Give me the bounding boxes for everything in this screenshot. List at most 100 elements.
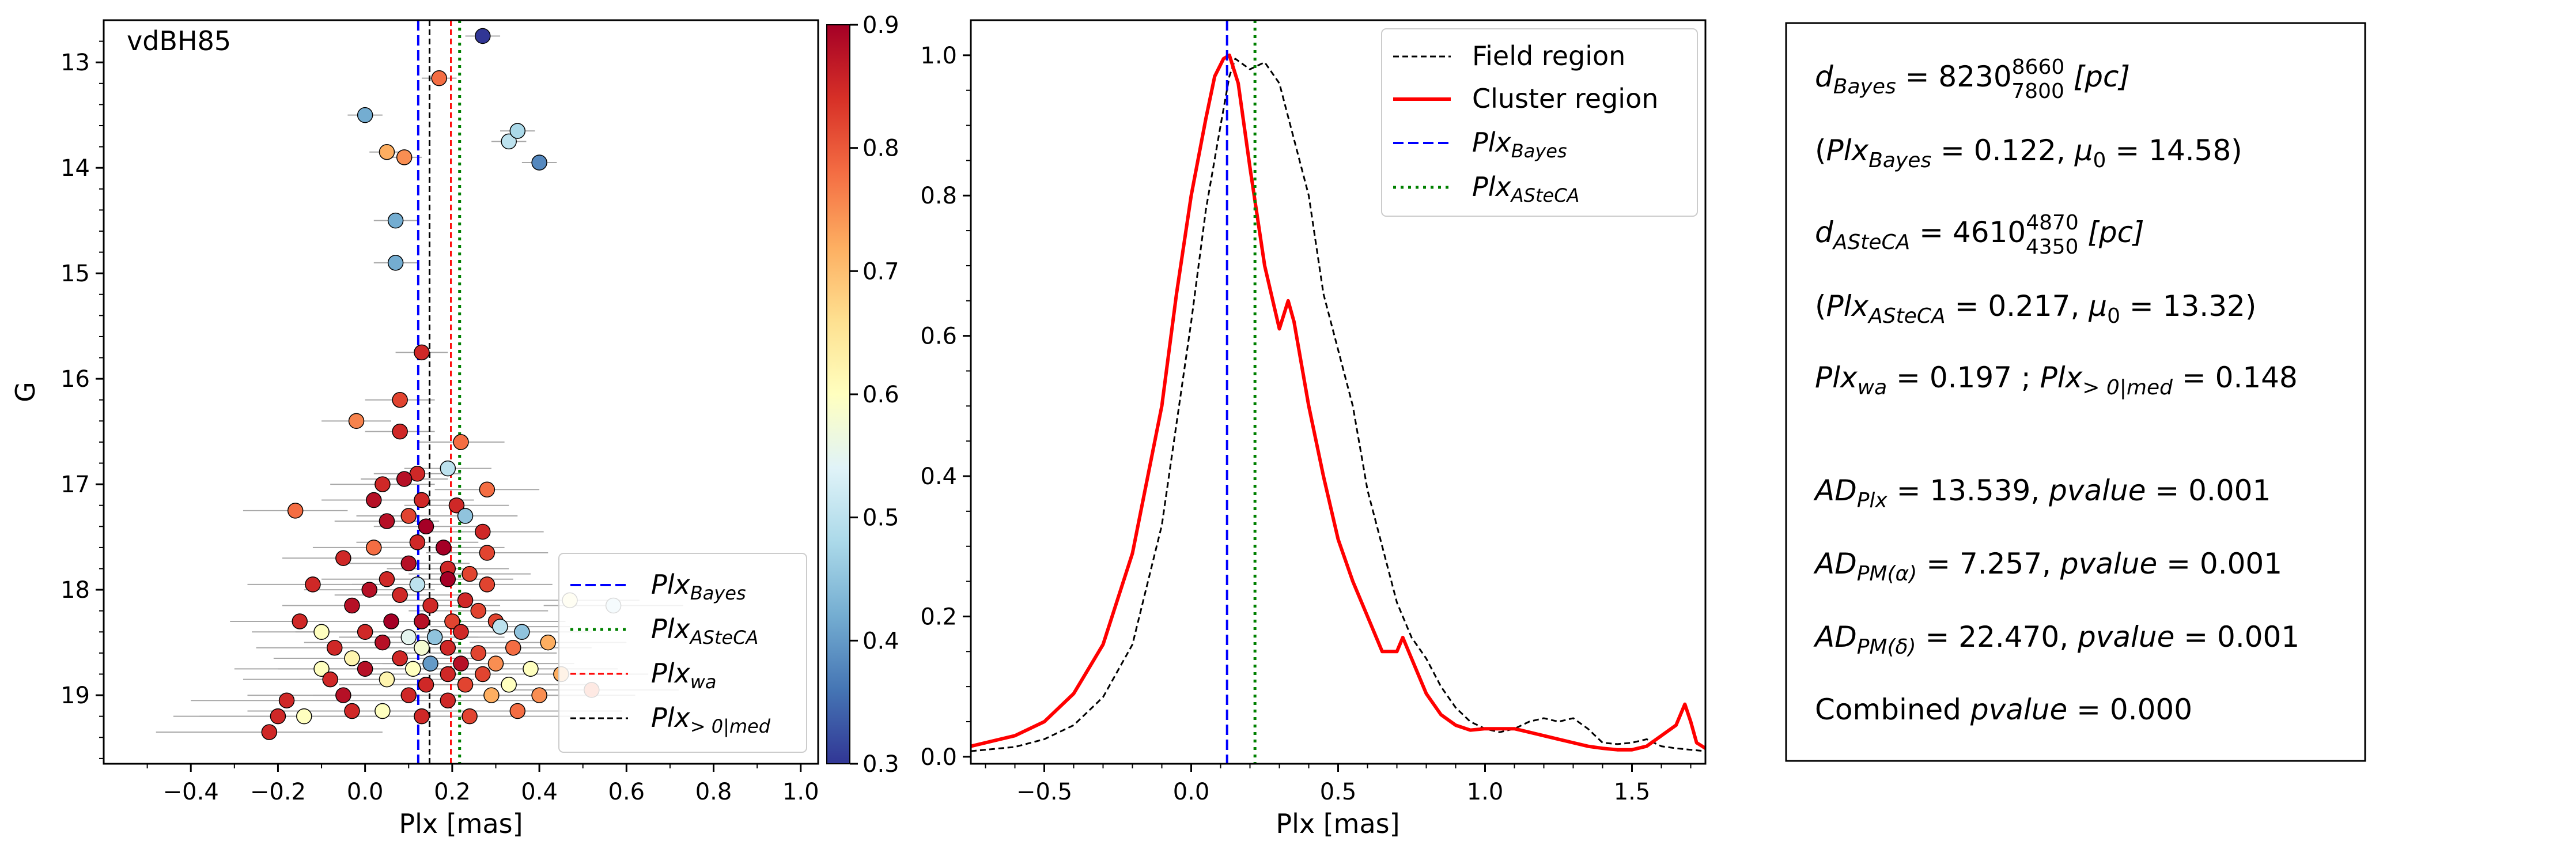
scatter-point: [531, 154, 547, 171]
scatter-point: [414, 708, 430, 725]
scatter-point: [426, 629, 443, 646]
scatter-point: [396, 149, 413, 165]
x-tick-label: 1.0: [782, 779, 819, 805]
stat-plx-bayes: (PlxBayes = 0.122, μ0 = 14.58): [1815, 134, 2242, 172]
legend-label-cluster: Cluster region: [1472, 83, 1658, 114]
left-x-axis-label: Plx [mas]: [399, 808, 523, 839]
stats-box: [1785, 22, 2366, 762]
scatter-point: [479, 576, 495, 593]
colorbar-tick-label: 0.4: [863, 628, 899, 654]
scatter-point: [470, 645, 486, 661]
stat-ad-pm-alpha: ADPM(α) = 7.257, pvalue = 0.001: [1813, 547, 2282, 586]
scatter-point: [457, 677, 474, 693]
scatter-point: [400, 508, 417, 524]
y-tick-label: 0.6: [920, 323, 957, 350]
scatter-point: [483, 687, 500, 703]
scatter-point: [523, 661, 539, 677]
x-tick-label: 1.5: [1614, 779, 1651, 805]
x-tick-label: 0.0: [347, 779, 384, 805]
scatter-point: [322, 671, 338, 688]
legend-label-plx-asteca: PlxASteCA: [651, 613, 758, 648]
y-tick-label: 13: [60, 50, 90, 76]
y-tick-label: 0.8: [920, 183, 957, 209]
y-tick-label: 0.4: [920, 463, 957, 490]
left-panel-title: vdBH85: [127, 25, 231, 56]
scatter-point: [457, 508, 474, 524]
scatter-point: [453, 434, 469, 450]
y-tick-label: 17: [60, 472, 90, 498]
y-tick-label: 18: [60, 577, 90, 604]
y-tick-label: 19: [60, 682, 90, 709]
x-tick-label: 0.4: [521, 779, 558, 805]
legend-label-mid-plx-asteca: PlxASteCA: [1472, 171, 1579, 206]
y-tick-label: 1.0: [920, 43, 957, 69]
scatter-point: [344, 703, 360, 719]
left-y-axis-label: G: [10, 382, 41, 402]
left-legend: PlxBayes PlxASteCA Plxwa Plx> 0|med: [558, 553, 807, 753]
left-y-axis-ticks: 13 14 15 16 17 18 19: [60, 40, 104, 759]
scatter-point: [475, 28, 491, 44]
stats-panel: dBayes = 82308660 7800 [pc] (PlxBayes = 0…: [1785, 22, 2366, 762]
scatter-point: [366, 492, 382, 508]
scatter-point: [357, 624, 373, 640]
x-tick-label: −0.4: [163, 779, 219, 805]
colorbar: 0.3 0.4 0.5 0.6 0.7 0.8 0.9: [826, 12, 899, 778]
scatter-point: [505, 639, 521, 656]
colorbar-gradient: [826, 24, 850, 764]
legend-label-mid-plx-bayes: PlxBayes: [1472, 127, 1567, 162]
scatter-point: [509, 123, 526, 139]
stat-ad-pm-delta: ADPM(δ) = 22.470, pvalue = 0.001: [1813, 620, 2299, 659]
scatter-point: [436, 540, 452, 556]
scatter-point: [479, 545, 495, 561]
x-tick-label: −0.5: [1016, 779, 1072, 805]
scatter-point: [387, 255, 404, 271]
scatter-point: [409, 534, 426, 550]
left-panel: −0.4 −0.2 0.0 0.2 0.4 0.6 0.8 1.0 1314151617181…: [10, 19, 819, 839]
scatter-point: [440, 666, 456, 682]
scatter-point: [379, 671, 395, 688]
scatter-point: [487, 655, 504, 672]
scatter-point: [270, 708, 286, 725]
scatter-point: [296, 708, 312, 725]
scatter-point: [418, 518, 434, 535]
scatter-point: [440, 692, 456, 708]
legend-label-plx-bayes: PlxBayes: [651, 569, 746, 604]
x-tick-label: 0.6: [608, 779, 645, 805]
scatter-point: [335, 550, 351, 566]
scatter-point: [287, 503, 304, 519]
scatter-point: [392, 650, 408, 666]
middle-plot-frame: [970, 19, 1707, 765]
scatter-point: [357, 107, 373, 123]
scatter-point: [366, 540, 382, 556]
left-legend-box: [558, 553, 807, 753]
scatter-point: [400, 629, 417, 646]
scatter-point: [409, 576, 426, 593]
colorbar-tick-label: 0.6: [863, 382, 899, 408]
scatter-point: [375, 476, 391, 492]
stat-ad-plx: ADPlx = 13.539, pvalue = 0.001: [1813, 474, 2271, 512]
scatter-point: [514, 624, 530, 640]
middle-vertical-lines: [1225, 20, 1257, 764]
scatter-point: [414, 639, 430, 656]
scatter-point: [396, 471, 413, 487]
scatter-point: [431, 70, 447, 86]
colorbar-ticks: 0.3 0.4 0.5 0.6 0.7 0.8 0.9: [850, 12, 899, 778]
scatter-point: [379, 571, 395, 587]
scatter-point: [462, 708, 478, 725]
legend-label-plx-wa: Plxwa: [651, 658, 717, 693]
legend-label-field: Field region: [1472, 40, 1625, 71]
scatter-point: [414, 613, 430, 629]
scatter-point: [422, 597, 438, 614]
stat-d-asteca: dASteCA = 46104870 4350 [pc]: [1815, 211, 2144, 259]
left-x-axis-ticks: −0.4 −0.2 0.0 0.2 0.4 0.6 0.8 1.0: [146, 764, 819, 805]
scatter-point: [392, 587, 408, 603]
scatter-point: [440, 571, 456, 587]
scatter-point: [444, 613, 460, 629]
scatter-point: [348, 413, 365, 429]
colorbar-tick-label: 0.5: [863, 505, 899, 531]
scatter-point: [292, 613, 308, 629]
scatter-point: [440, 460, 456, 477]
scatter-points: [261, 28, 622, 740]
colorbar-tick-label: 0.9: [863, 12, 899, 39]
y-tick-label: 16: [60, 366, 90, 393]
